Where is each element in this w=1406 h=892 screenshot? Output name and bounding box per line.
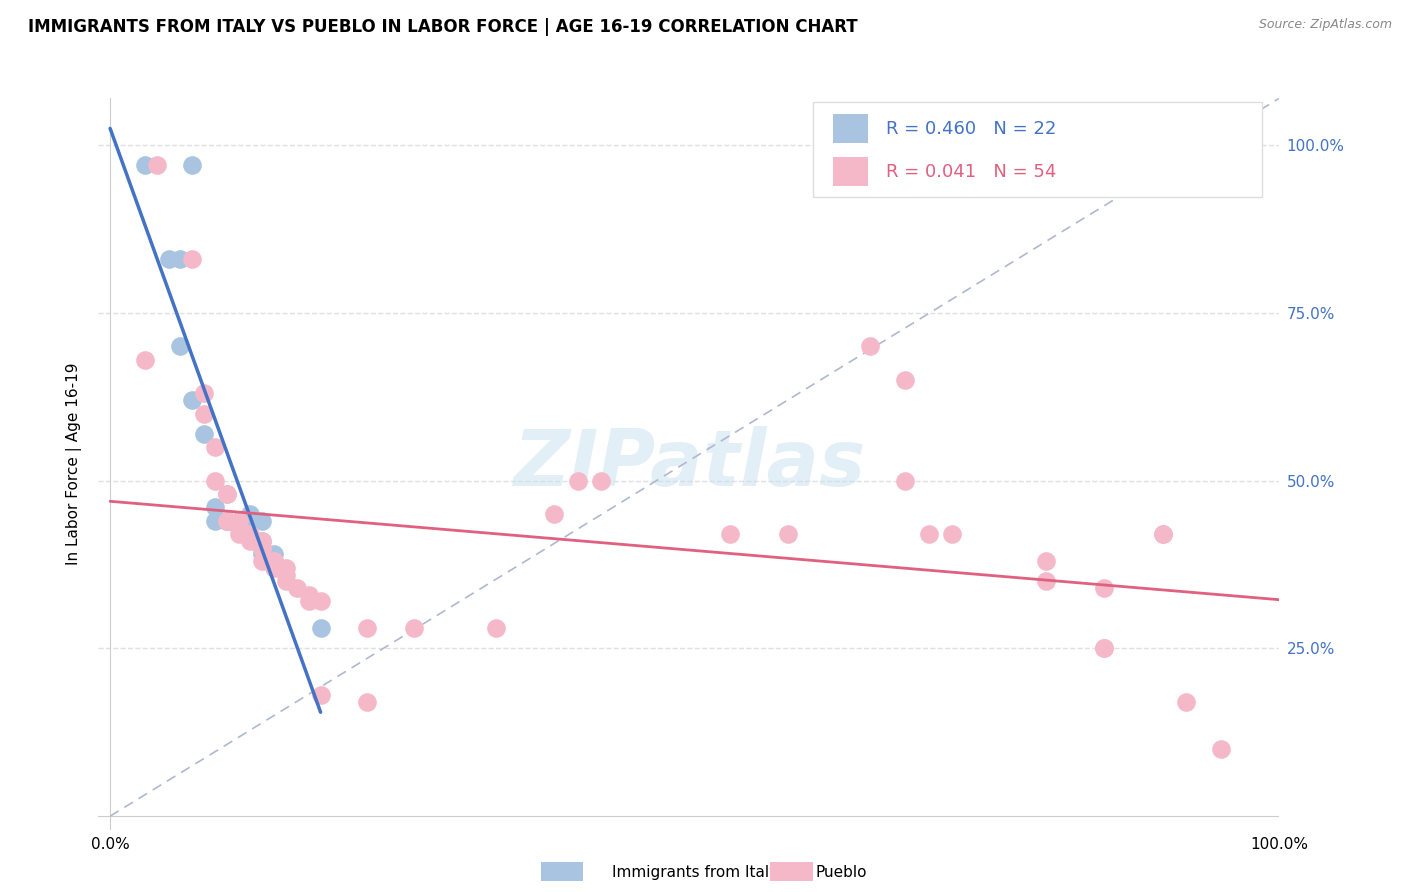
Text: R = 0.041   N = 54: R = 0.041 N = 54 [886, 162, 1056, 180]
Point [1209, 742, 1232, 756]
FancyBboxPatch shape [832, 114, 869, 144]
Point [181, 252, 204, 267]
Point [215, 487, 238, 501]
Point [274, 561, 297, 575]
Point [250, 541, 273, 555]
Point [215, 487, 238, 501]
Point [263, 554, 285, 568]
Point [591, 474, 613, 488]
Point [356, 621, 378, 635]
Point [543, 507, 565, 521]
Point [204, 514, 226, 528]
Point [250, 554, 273, 568]
Point [1092, 641, 1115, 656]
Point [1174, 695, 1197, 709]
Point [193, 407, 215, 421]
Point [778, 527, 800, 541]
Point [298, 594, 321, 608]
Point [274, 574, 297, 589]
Point [239, 527, 262, 541]
Point [146, 158, 169, 172]
Point [1035, 554, 1057, 568]
Point [134, 158, 156, 172]
Point [894, 474, 917, 488]
Point [250, 548, 273, 562]
Point [215, 514, 238, 528]
Point [263, 554, 285, 568]
Point [1092, 641, 1115, 656]
Point [263, 561, 285, 575]
Point [204, 474, 226, 488]
Point [239, 514, 262, 528]
Point [204, 440, 226, 454]
Text: Immigrants from Italy: Immigrants from Italy [612, 865, 778, 880]
Point [250, 534, 273, 549]
Point [250, 534, 273, 549]
Point [228, 514, 250, 528]
Point [718, 527, 741, 541]
Point [309, 689, 332, 703]
FancyBboxPatch shape [832, 157, 869, 186]
Text: ZIPatlas: ZIPatlas [513, 425, 865, 502]
Point [404, 621, 426, 635]
Point [193, 426, 215, 441]
Point [239, 507, 262, 521]
Point [169, 339, 191, 353]
Point [250, 541, 273, 555]
Text: Pueblo: Pueblo [815, 865, 868, 880]
Point [228, 514, 250, 528]
Point [181, 158, 204, 172]
Point [1092, 581, 1115, 595]
Point [309, 594, 332, 608]
Y-axis label: In Labor Force | Age 16-19: In Labor Force | Age 16-19 [66, 362, 83, 566]
Point [228, 527, 250, 541]
Point [941, 527, 963, 541]
Point [134, 352, 156, 367]
Point [356, 695, 378, 709]
Point [193, 386, 215, 401]
Point [204, 500, 226, 515]
Point [917, 527, 939, 541]
Point [309, 621, 332, 635]
Point [250, 514, 273, 528]
Text: Source: ZipAtlas.com: Source: ZipAtlas.com [1258, 18, 1392, 31]
Point [228, 520, 250, 534]
Point [215, 514, 238, 528]
Point [250, 541, 273, 555]
Point [1152, 527, 1174, 541]
Text: R = 0.460   N = 22: R = 0.460 N = 22 [886, 120, 1056, 137]
Point [1035, 574, 1057, 589]
Point [169, 252, 191, 267]
Point [263, 548, 285, 562]
Point [298, 588, 321, 602]
Point [263, 554, 285, 568]
Point [250, 541, 273, 555]
Point [1152, 527, 1174, 541]
Point [157, 252, 180, 267]
FancyBboxPatch shape [813, 102, 1261, 197]
Text: IMMIGRANTS FROM ITALY VS PUEBLO IN LABOR FORCE | AGE 16-19 CORRELATION CHART: IMMIGRANTS FROM ITALY VS PUEBLO IN LABOR… [28, 18, 858, 36]
Point [485, 621, 508, 635]
Point [567, 474, 589, 488]
Point [859, 339, 882, 353]
Point [239, 534, 262, 549]
Point [181, 393, 204, 408]
Point [215, 514, 238, 528]
Point [215, 514, 238, 528]
Point [894, 373, 917, 387]
Point [285, 581, 308, 595]
Point [274, 567, 297, 582]
